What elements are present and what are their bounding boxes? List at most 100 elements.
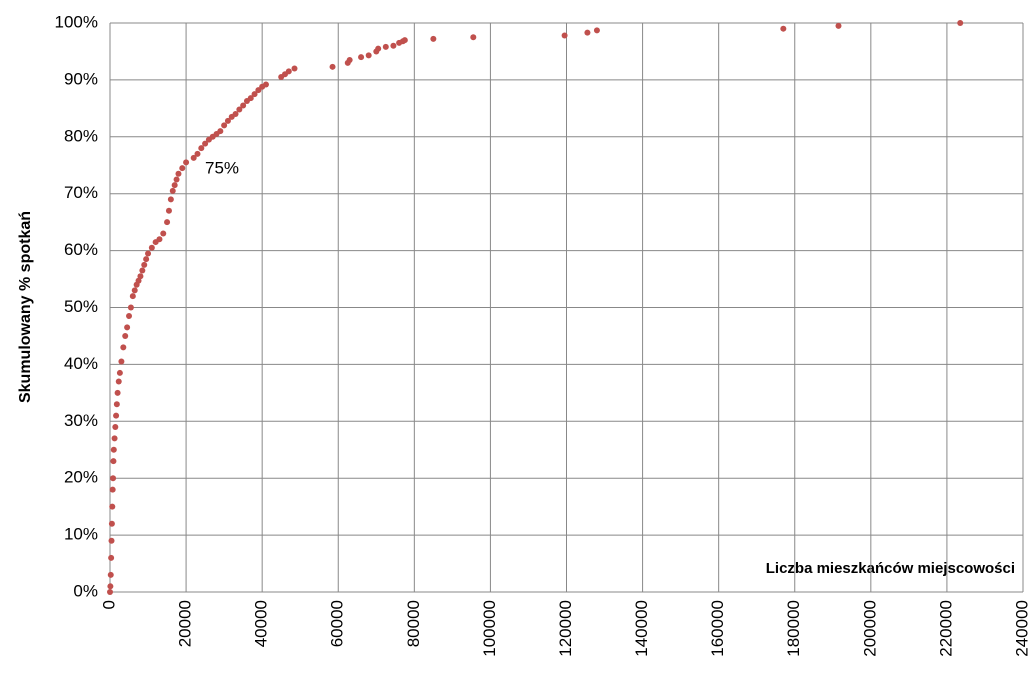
y-tick-label: 20% xyxy=(64,468,98,487)
point xyxy=(382,43,389,50)
x-tick-label: 0 xyxy=(99,600,118,609)
point xyxy=(143,256,150,263)
point xyxy=(329,63,336,70)
point xyxy=(173,176,180,183)
annotation: 75% xyxy=(205,158,239,177)
point xyxy=(131,287,138,294)
point xyxy=(113,401,120,408)
point xyxy=(111,435,118,442)
point xyxy=(108,554,115,561)
point xyxy=(120,344,127,351)
point xyxy=(175,170,182,177)
y-axis-label: Skumulowany % spotkań xyxy=(17,211,34,403)
y-tick-label: 30% xyxy=(64,411,98,430)
point xyxy=(107,571,114,578)
y-tick-label: 100% xyxy=(55,12,98,31)
point xyxy=(115,378,122,385)
y-tick-label: 10% xyxy=(64,525,98,544)
point xyxy=(145,250,152,257)
x-tick-label: 200000 xyxy=(860,600,879,657)
point xyxy=(107,589,113,595)
point xyxy=(346,56,353,63)
point xyxy=(148,244,155,251)
point xyxy=(127,304,134,311)
point xyxy=(137,273,144,280)
point xyxy=(171,182,178,189)
point xyxy=(190,154,197,161)
point xyxy=(108,537,115,544)
point xyxy=(167,196,174,203)
point xyxy=(164,219,171,226)
point xyxy=(109,503,116,510)
point xyxy=(198,145,205,152)
x-tick-label: 100000 xyxy=(480,600,499,657)
point xyxy=(401,37,408,44)
y-tick-label: 50% xyxy=(64,297,98,316)
point xyxy=(285,68,292,75)
point xyxy=(291,65,298,72)
point xyxy=(224,117,231,124)
point xyxy=(108,520,115,527)
x-axis-label: Liczba mieszkańców miejscowości xyxy=(766,560,1015,577)
x-tick-label: 220000 xyxy=(936,600,955,657)
point xyxy=(112,423,119,430)
point xyxy=(470,34,477,41)
point xyxy=(110,446,117,453)
point xyxy=(240,102,247,109)
point xyxy=(183,159,190,166)
x-tick-label: 240000 xyxy=(1012,600,1031,657)
point xyxy=(141,261,148,268)
point xyxy=(194,150,201,157)
point xyxy=(957,20,964,26)
x-tick-label: 160000 xyxy=(708,600,727,657)
point xyxy=(118,358,125,365)
x-tick-label: 80000 xyxy=(404,600,423,647)
point xyxy=(390,42,397,49)
point xyxy=(262,81,269,88)
point xyxy=(110,475,117,482)
x-tick-label: 20000 xyxy=(176,600,195,647)
point xyxy=(156,236,163,243)
point xyxy=(835,22,842,29)
x-tick-label: 180000 xyxy=(784,600,803,657)
point xyxy=(129,293,136,300)
point xyxy=(561,32,568,39)
point xyxy=(584,29,591,36)
x-tick-label: 40000 xyxy=(252,600,271,647)
point xyxy=(124,324,131,331)
point xyxy=(251,91,258,98)
point xyxy=(109,486,116,493)
point xyxy=(114,389,121,396)
point xyxy=(358,54,365,61)
point xyxy=(110,458,117,465)
point xyxy=(202,140,209,147)
point xyxy=(236,106,243,113)
y-tick-label: 60% xyxy=(64,240,98,259)
point xyxy=(139,267,146,274)
point xyxy=(593,27,600,34)
x-tick-label: 60000 xyxy=(328,600,347,647)
y-tick-label: 70% xyxy=(64,183,98,202)
x-tick-label: 120000 xyxy=(556,600,575,657)
point xyxy=(165,207,172,214)
y-tick-label: 90% xyxy=(64,69,98,88)
point xyxy=(135,277,142,284)
point xyxy=(169,187,176,194)
point xyxy=(365,52,372,59)
point xyxy=(179,165,186,172)
y-tick-label: 0% xyxy=(73,581,98,600)
point xyxy=(126,313,133,320)
y-tick-label: 40% xyxy=(64,354,98,373)
point xyxy=(122,332,129,339)
point xyxy=(232,111,239,118)
point xyxy=(780,25,787,32)
point xyxy=(217,128,224,135)
point xyxy=(107,583,114,590)
point xyxy=(221,122,228,129)
point xyxy=(116,369,123,376)
point xyxy=(247,95,254,102)
point xyxy=(160,230,167,237)
point xyxy=(113,412,120,419)
point xyxy=(430,35,437,42)
